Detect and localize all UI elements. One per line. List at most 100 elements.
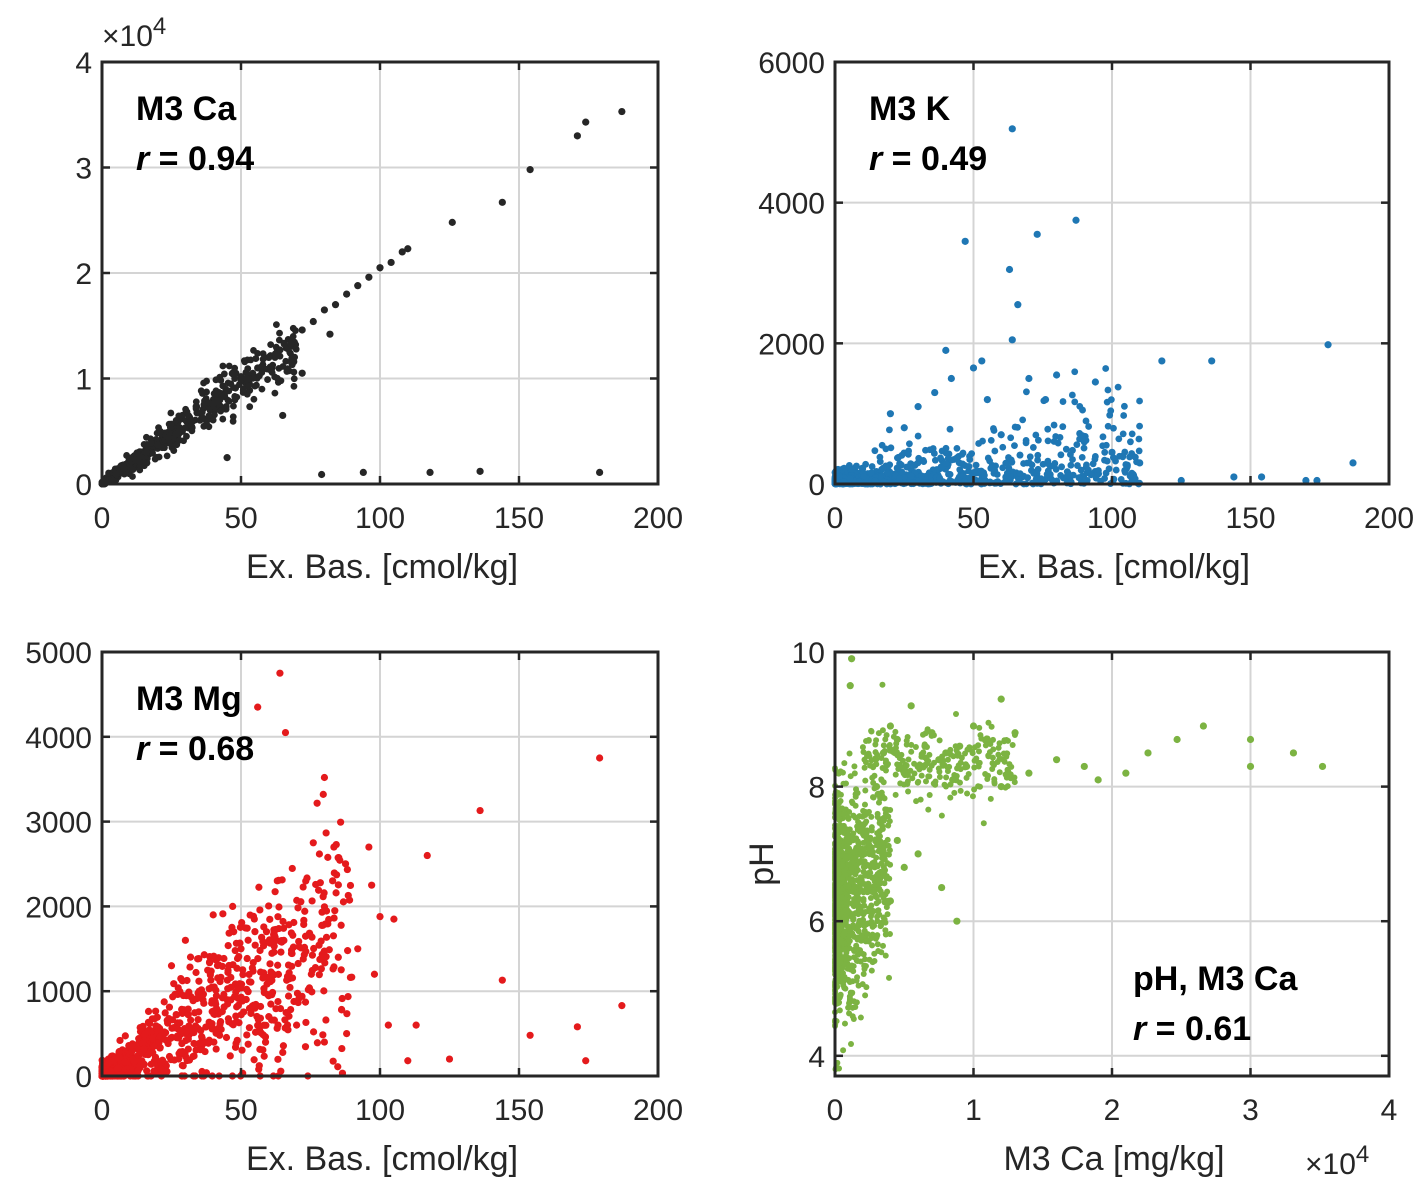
data-point <box>859 981 866 988</box>
data-point <box>845 976 852 983</box>
data-point <box>852 802 859 809</box>
data-point <box>175 1055 183 1063</box>
data-point <box>337 966 345 974</box>
data-point <box>870 794 877 801</box>
data-point <box>1107 407 1115 415</box>
data-point <box>845 883 852 890</box>
data-point <box>869 889 876 896</box>
data-point <box>881 795 888 802</box>
data-point <box>244 1040 252 1048</box>
data-point <box>229 1021 237 1029</box>
data-point <box>181 424 189 432</box>
data-point <box>205 985 213 993</box>
x-tick-label: 100 <box>355 502 405 535</box>
data-point <box>848 990 855 997</box>
data-point <box>868 918 875 925</box>
data-point <box>254 349 261 357</box>
data-point <box>958 754 965 761</box>
data-point <box>871 477 879 485</box>
data-point <box>991 778 998 785</box>
data-point <box>1073 441 1081 449</box>
tick-labels: 0 50 100 150 200 0 1 2 3 4 <box>75 47 683 535</box>
data-point <box>888 746 895 753</box>
data-point <box>260 1052 268 1060</box>
data-point <box>274 1021 282 1029</box>
data-point <box>884 762 891 769</box>
data-point <box>847 878 854 885</box>
data-point <box>232 1012 240 1020</box>
y-tick-label: 3000 <box>25 807 92 840</box>
data-point <box>331 301 340 309</box>
data-point <box>837 798 844 805</box>
data-point <box>845 923 852 930</box>
data-point <box>322 933 331 941</box>
data-point <box>922 730 929 737</box>
data-point <box>869 942 876 949</box>
data-point <box>1032 475 1040 483</box>
data-point <box>154 441 162 449</box>
data-point <box>229 371 237 378</box>
data-point <box>294 904 302 912</box>
data-point <box>1004 783 1011 790</box>
data-point <box>1003 469 1011 477</box>
data-point <box>835 870 842 877</box>
data-point <box>262 928 271 936</box>
data-point <box>1068 391 1076 399</box>
tick-labels: 0 1 2 3 4 4 6 8 10 <box>792 637 1398 1127</box>
data-point <box>295 937 303 946</box>
data-point <box>287 340 295 348</box>
data-point <box>243 924 251 932</box>
data-point <box>879 825 886 832</box>
data-point <box>281 1024 289 1032</box>
data-point <box>1089 460 1097 468</box>
data-point <box>224 985 232 993</box>
data-point <box>921 742 929 750</box>
data-point <box>863 737 870 744</box>
data-point <box>404 1057 412 1065</box>
data-point <box>937 454 944 462</box>
data-point <box>936 474 944 482</box>
data-point <box>926 446 934 454</box>
data-point <box>322 907 331 915</box>
data-point <box>846 1010 853 1017</box>
data-point <box>839 875 846 882</box>
data-point <box>875 799 882 806</box>
data-point <box>846 475 854 483</box>
x-tick-label: 1 <box>965 1094 982 1127</box>
data-point <box>849 911 856 918</box>
data-point <box>201 1047 209 1056</box>
data-point <box>969 793 976 800</box>
data-point <box>1173 735 1181 744</box>
data-point <box>265 902 273 910</box>
data-point <box>962 762 971 771</box>
annotation-title: M3 Mg <box>136 680 242 718</box>
y-tick-label: 2 <box>75 258 92 291</box>
data-point <box>234 994 242 1002</box>
data-point <box>134 1067 142 1075</box>
data-point <box>839 894 846 901</box>
data-point <box>845 861 852 868</box>
data-point <box>1079 406 1086 414</box>
data-point <box>330 963 338 971</box>
data-point <box>120 464 128 472</box>
data-point <box>198 414 206 422</box>
data-point <box>582 1057 590 1065</box>
data-point <box>899 757 906 764</box>
data-point <box>880 844 887 851</box>
data-point <box>329 932 338 940</box>
data-point <box>147 1060 155 1068</box>
data-point <box>883 732 890 739</box>
data-point <box>334 881 342 889</box>
data-point <box>1103 457 1111 465</box>
data-point <box>498 198 506 206</box>
data-point <box>936 774 943 781</box>
data-point <box>996 769 1003 776</box>
data-point <box>1114 383 1122 391</box>
data-point <box>881 856 888 863</box>
data-point <box>190 1039 198 1048</box>
data-point <box>321 959 329 967</box>
data-point <box>156 1044 164 1052</box>
data-point <box>277 1067 285 1075</box>
data-point <box>1112 466 1120 474</box>
